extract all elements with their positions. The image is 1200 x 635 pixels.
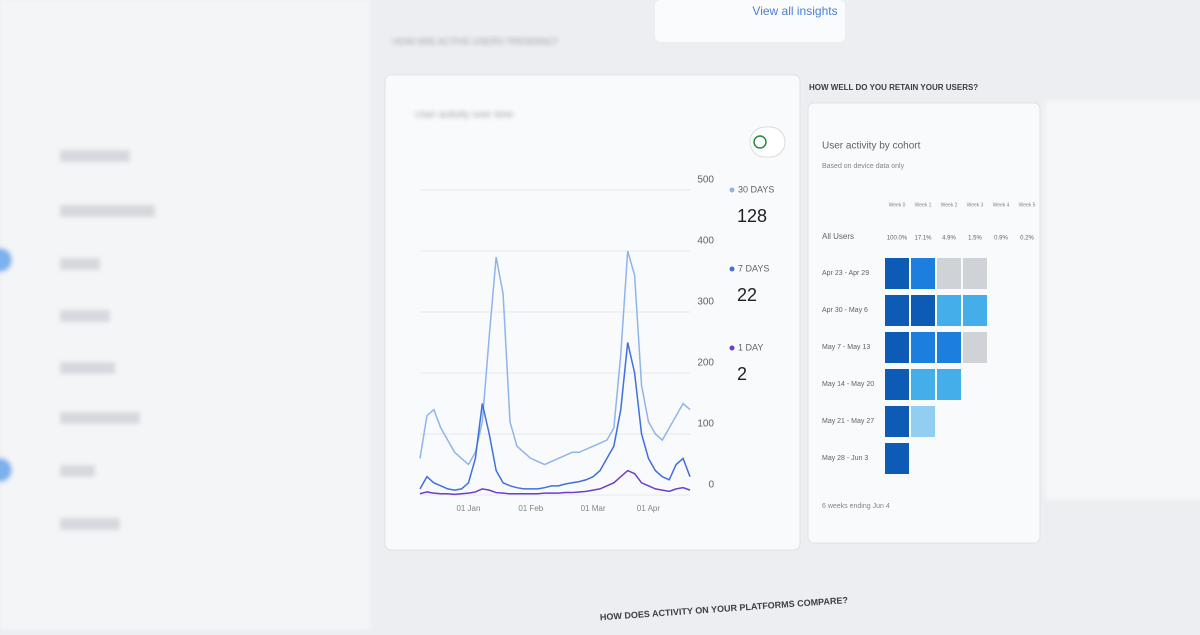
card-title: User activity by cohort: [822, 141, 921, 152]
card-subtitle: Based on device data only: [822, 163, 905, 170]
legend-label: 30 DAYS: [738, 184, 774, 194]
sidebar-bg: [0, 0, 370, 630]
cohort-cell: [911, 332, 935, 363]
cohort-cell: [885, 443, 909, 474]
cohort-cell: [937, 258, 961, 289]
cohort-cell: [911, 369, 935, 400]
x-tick-label: 01 Jan: [456, 504, 480, 513]
y-tick-label: 400: [697, 236, 714, 247]
all-users-value: 17.1%: [914, 236, 932, 242]
filter-button[interactable]: [749, 126, 786, 158]
sidebar-item: [60, 362, 115, 374]
sidebar-item: [60, 150, 130, 162]
legend-dot: [729, 266, 735, 272]
row-label: Apr 30 - May 6: [822, 307, 868, 314]
sidebar-dot: [0, 458, 12, 482]
sidebar-item: [60, 412, 140, 424]
sidebar-dot: [0, 248, 12, 272]
row-label: May 21 - May 27: [822, 418, 874, 425]
cohort-cell: [937, 369, 961, 400]
series-line: [419, 469, 691, 496]
sidebar-item: [60, 518, 120, 530]
y-tick-label: 500: [697, 175, 714, 186]
y-tick-label: 200: [697, 358, 714, 369]
section-title: HOW WELL DO YOU RETAIN YOUR USERS?: [809, 83, 978, 92]
cohort-cell: [885, 406, 909, 437]
column-header: Week 1: [915, 202, 932, 208]
check-icon: [753, 135, 767, 149]
section-title: HOW ARE ACTIVE USERS TRENDING?: [393, 36, 558, 46]
legend-value: 128: [737, 206, 767, 226]
legend-value: 22: [737, 285, 757, 305]
y-tick-label: 100: [697, 419, 714, 430]
row-label: May 14 - May 20: [822, 381, 874, 388]
cohort-cell: [963, 258, 987, 289]
cohort-cell: [885, 369, 909, 400]
series-line: [419, 342, 691, 491]
all-users-value: 100.0%: [887, 236, 908, 242]
all-users-value: 0.9%: [994, 236, 1008, 242]
all-users-value: 0.2%: [1020, 236, 1034, 242]
sidebar-item: [60, 465, 95, 477]
row-label: May 28 - Jun 3: [822, 455, 868, 462]
cohort-cell: [911, 406, 935, 437]
cohort-cell: [885, 332, 909, 363]
view-insights-link[interactable]: View all insights: [752, 4, 837, 18]
column-header: Week 2: [941, 202, 958, 208]
x-tick-label: 01 Apr: [637, 504, 660, 513]
sidebar-item: [60, 205, 155, 217]
cohort-cell: [911, 295, 935, 326]
column-header: Week 4: [993, 202, 1010, 208]
all-users-value: 4.9%: [942, 236, 956, 242]
section-title: HOW DOES ACTIVITY ON YOUR PLATFORMS COMP…: [600, 595, 849, 622]
legend-label: 7 DAYS: [738, 263, 769, 273]
column-header: Week 0: [889, 202, 906, 208]
all-users-value: 1.5%: [968, 236, 982, 242]
x-tick-label: 01 Mar: [581, 504, 606, 513]
x-tick-label: 01 Feb: [518, 504, 543, 513]
cohort-cell: [937, 332, 961, 363]
sidebar-item: [60, 310, 110, 322]
cohort-cell: [963, 295, 987, 326]
insight-card: [655, 0, 845, 42]
row-label: All Users: [822, 232, 854, 241]
legend-dot: [729, 187, 735, 193]
legend-label: 1 DAY: [738, 342, 763, 352]
sidebar-item: [60, 258, 100, 270]
column-header: Week 5: [1019, 202, 1036, 208]
card-footer: 6 weeks ending Jun 4: [822, 503, 890, 510]
row-label: Apr 23 - Apr 29: [822, 270, 869, 277]
cohort-cell: [885, 295, 909, 326]
y-tick-label: 0: [708, 480, 714, 491]
cohort-cell: [885, 258, 909, 289]
side-card: [1045, 100, 1200, 500]
cohort-cell: [937, 295, 961, 326]
column-header: Week 3: [967, 202, 984, 208]
sidebar: [0, 0, 370, 630]
legend-dot: [729, 345, 735, 351]
cohort-cell: [911, 258, 935, 289]
y-tick-label: 300: [697, 297, 714, 308]
legend-value: 2: [737, 364, 747, 384]
chart-title: User activity over time: [415, 110, 514, 121]
cohort-cell: [963, 332, 987, 363]
row-label: May 7 - May 13: [822, 344, 870, 351]
series-line: [419, 250, 691, 466]
